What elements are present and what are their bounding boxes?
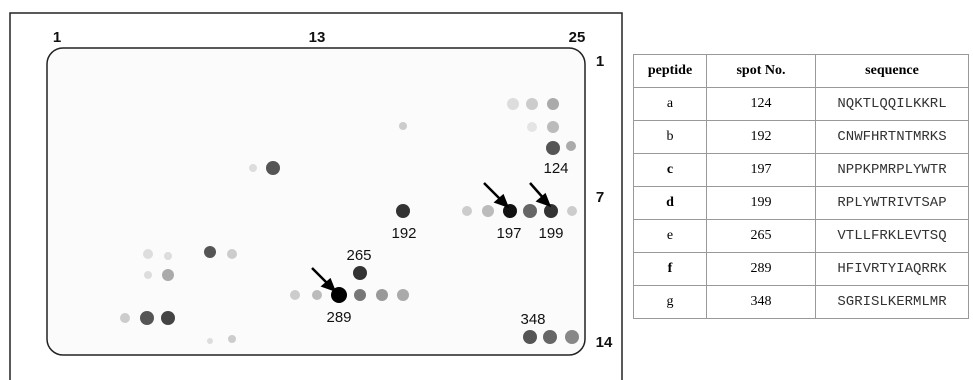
table-cell: CNWFHRTNTMRKS: [816, 121, 969, 154]
table-cell: HFIVRTYIAQRRK: [816, 253, 969, 286]
table-cell: b: [634, 121, 707, 154]
table-cell: d: [634, 187, 707, 220]
column-label: 13: [309, 29, 326, 46]
table-cell: 197: [707, 154, 816, 187]
header-cell: spot No.: [707, 55, 816, 88]
spot-label: 348: [520, 311, 545, 328]
table-cell: NQKTLQQILKKRL: [816, 88, 969, 121]
table-cell: SGRISLKERMLMR: [816, 286, 969, 319]
table-cell: 348: [707, 286, 816, 319]
row-label: 1: [596, 53, 604, 70]
array-panel: 1 13 25 1 7 14 124 192 197 199 265 289 3…: [0, 0, 630, 380]
row-label: 14: [596, 334, 613, 351]
table-cell: RPLYWTRIVTSAP: [816, 187, 969, 220]
spot-label: 124: [543, 160, 568, 177]
table-cell: f: [634, 253, 707, 286]
table-cell: e: [634, 220, 707, 253]
row-label: 7: [596, 189, 604, 206]
spot-label: 199: [538, 225, 563, 242]
table-cell: 199: [707, 187, 816, 220]
header-cell: sequence: [816, 55, 969, 88]
column-label: 1: [53, 29, 61, 46]
header-cell: peptide: [634, 55, 707, 88]
figure: 1 13 25 1 7 14 124 192 197 199 265 289 3…: [0, 0, 973, 380]
column-label: 25: [569, 29, 586, 46]
spot-label: 192: [391, 225, 416, 242]
spot-label: 289: [326, 309, 351, 326]
spot-label: 265: [346, 247, 371, 264]
table-cell: NPPKPMRPLYWTR: [816, 154, 969, 187]
table-cell: g: [634, 286, 707, 319]
table-cell: VTLLFRKLEVTSQ: [816, 220, 969, 253]
table-cell: 192: [707, 121, 816, 154]
table-cell: 124: [707, 88, 816, 121]
table-cell: 265: [707, 220, 816, 253]
table-cell: c: [634, 154, 707, 187]
spot-label: 197: [496, 225, 521, 242]
table-cell: a: [634, 88, 707, 121]
table-cell: 289: [707, 253, 816, 286]
